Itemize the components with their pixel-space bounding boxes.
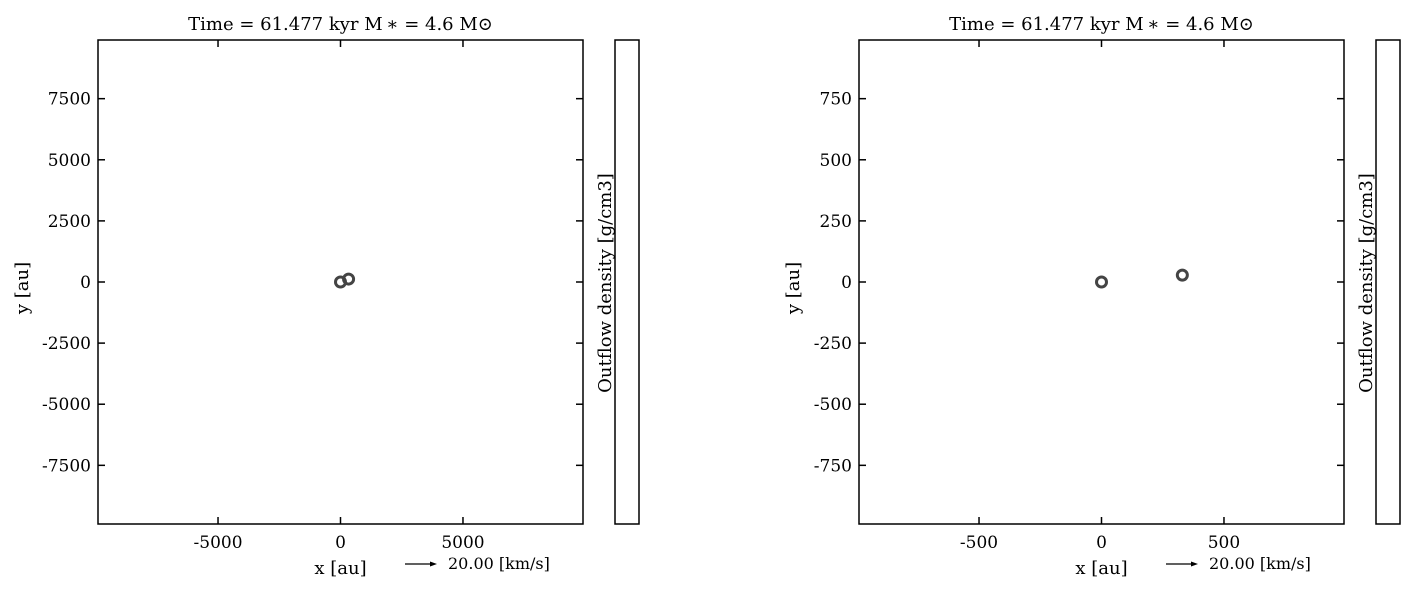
x-axis-label: x [au]: [1075, 558, 1127, 579]
y-tick-label: -5000: [42, 395, 91, 415]
x-tick-label: 5000: [441, 533, 484, 553]
x-tick-label: -500: [960, 533, 998, 553]
y-tick-label: 0: [841, 273, 852, 293]
plot-frame: [858, 39, 1345, 525]
quiver-key-label: 20.00 [km/s]: [448, 554, 550, 573]
panel-2: Time = 61.477 kyr M ∗ = 4.6 M⊙ -500 0 500 75…: [783, 14, 1401, 579]
chart-title: Time = 61.477 kyr M ∗ = 4.6 M⊙: [188, 14, 493, 35]
y-tick-label: 7500: [48, 90, 91, 110]
data-point: [342, 272, 356, 286]
y-tick-label: -500: [814, 395, 852, 415]
data-point: [1175, 268, 1189, 282]
y-tick-label: 0: [80, 273, 91, 293]
y-axis-label: y [au]: [12, 262, 33, 315]
x-tick-label: 500: [1208, 533, 1240, 553]
colorbar-label: Outflow density [g/cm3]: [595, 173, 616, 393]
y-tick-label: 2500: [48, 212, 91, 232]
plot-frame: [97, 39, 584, 525]
quiver-key-arrowhead: [1191, 561, 1198, 567]
chart-title: Time = 61.477 kyr M ∗ = 4.6 M⊙: [949, 14, 1254, 35]
x-axis-label: x [au]: [314, 558, 366, 579]
quiver-key-label: 20.00 [km/s]: [1209, 554, 1311, 573]
y-tick-label: 5000: [48, 151, 91, 171]
y-tick-label: -750: [814, 456, 852, 476]
colorbar-label: Outflow density [g/cm3]: [1356, 173, 1377, 393]
colorbar: [1375, 39, 1401, 525]
data-point: [1095, 275, 1108, 289]
y-tick-label: 500: [820, 151, 852, 171]
y-tick-label: -2500: [42, 334, 91, 354]
quiver-key-arrowhead: [430, 561, 437, 567]
x-tick-label: -5000: [194, 533, 243, 553]
x-tick-label: 0: [335, 533, 346, 553]
y-tick-label: -250: [814, 334, 852, 354]
panel-1: Time = 61.477 kyr M ∗ = 4.6 M⊙ -5000 0 5000…: [12, 14, 640, 579]
y-tick-label: -7500: [42, 456, 91, 476]
y-axis-label: y [au]: [783, 262, 804, 315]
colorbar: [614, 39, 640, 525]
y-tick-label: 750: [820, 90, 852, 110]
x-tick-label: 0: [1096, 533, 1107, 553]
y-tick-label: 250: [820, 212, 852, 232]
